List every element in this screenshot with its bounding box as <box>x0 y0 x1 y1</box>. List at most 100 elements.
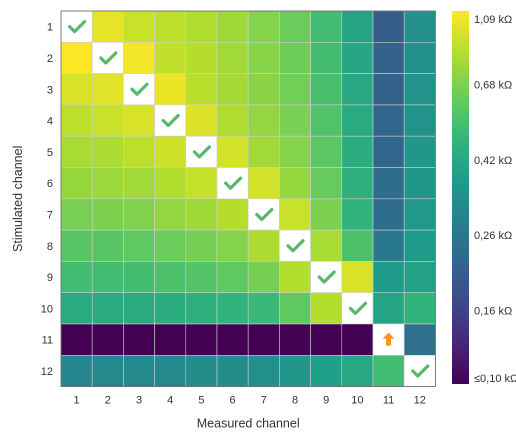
heatmap-cell <box>185 323 218 356</box>
heatmap-cell <box>247 104 280 137</box>
heatmap-cell <box>123 10 155 43</box>
heatmap-cell <box>216 73 249 106</box>
check-icon <box>348 301 367 315</box>
heatmap-cell <box>91 229 124 262</box>
heatmap-cell <box>123 261 155 293</box>
heatmap-cell <box>372 229 405 262</box>
y-tick-label: 10 <box>41 303 53 315</box>
heatmap-cell <box>123 41 155 74</box>
y-tick-label: 11 <box>42 335 53 347</box>
heatmap-cell <box>60 261 93 293</box>
y-tick-label: 1 <box>47 22 53 34</box>
x-axis-ticks: 1 2 3 4 5 6 7 8 9 10 11 12 <box>74 395 426 407</box>
heatmap-cell <box>341 73 374 106</box>
colorbar-ticks: 1,09 kΩ 0,68 kΩ 0,42 kΩ 0,26 kΩ 0,16 kΩ ≤0,10… <box>474 14 516 385</box>
heatmap-cell <box>60 135 93 168</box>
heatmap-cell <box>341 261 374 293</box>
heatmap-cell <box>247 323 280 356</box>
heatmap-cell <box>60 104 93 137</box>
heatmap-cells <box>60 10 436 387</box>
heatmap-cell <box>310 167 343 200</box>
heatmap-cell <box>60 229 93 262</box>
heatmap-cell <box>216 198 249 231</box>
heatmap-cell <box>372 261 405 293</box>
colorbar-tick-label: 0,42 kΩ <box>474 155 512 167</box>
heatmap-cell <box>341 198 374 231</box>
heatmap-cell <box>279 73 311 106</box>
heatmap-cell <box>216 167 249 200</box>
heatmap-cell <box>247 261 280 293</box>
heatmap-cell <box>60 167 93 200</box>
heatmap-cell <box>341 167 374 200</box>
heatmap-cell <box>123 167 155 200</box>
x-tick-label: 8 <box>292 395 298 407</box>
heatmap-cell <box>216 261 249 293</box>
heatmap-cell <box>341 229 374 262</box>
heatmap-cell <box>216 10 249 43</box>
heatmap-cell <box>185 229 218 262</box>
heatmap-cell <box>154 135 187 168</box>
y-tick-label: 9 <box>47 272 53 284</box>
heatmap-cell <box>185 104 218 137</box>
warning-arrow-icon <box>382 332 395 346</box>
heatmap-cell <box>154 73 187 106</box>
heatmap-cell <box>279 10 311 43</box>
heatmap-cell <box>123 323 155 356</box>
heatmap-cell <box>372 41 405 74</box>
heatmap-cell <box>91 292 124 325</box>
heatmap-cell <box>247 10 280 43</box>
heatmap-cell <box>310 10 343 43</box>
y-axis-label: Stimulated channel <box>11 146 25 252</box>
colorbar-tick-label: 0,16 kΩ <box>474 306 512 318</box>
x-tick-label: 5 <box>198 395 204 407</box>
heatmap-cell <box>403 104 436 137</box>
heatmap-cell <box>60 41 93 74</box>
heatmap-cell <box>403 354 436 387</box>
heatmap-cell <box>91 135 124 168</box>
heatmap-cell <box>123 198 155 231</box>
heatmap-cell <box>341 104 374 137</box>
heatmap-cell <box>372 198 405 231</box>
heatmap-cell <box>247 41 280 74</box>
heatmap-cell <box>60 354 93 387</box>
heatmap-cell <box>403 135 436 168</box>
heatmap-cell <box>403 292 436 325</box>
heatmap-cell <box>216 292 249 325</box>
x-tick-label: 1 <box>74 395 80 407</box>
x-tick-label: 4 <box>167 395 173 407</box>
heatmap-cell <box>341 292 374 325</box>
colorbar-tick-label: 0,68 kΩ <box>474 80 512 92</box>
x-tick-label: 9 <box>323 395 329 407</box>
heatmap-cell <box>310 73 343 106</box>
heatmap-cell <box>372 354 405 387</box>
y-tick-label: 7 <box>47 209 53 221</box>
y-tick-label: 8 <box>47 241 53 253</box>
heatmap-cell <box>60 323 93 356</box>
heatmap-cell <box>372 135 405 168</box>
heatmap-cell <box>91 104 124 137</box>
heatmap-cell <box>310 323 343 356</box>
x-tick-label: 3 <box>136 395 142 407</box>
heatmap-cell <box>154 323 187 356</box>
heatmap-cell <box>279 135 311 168</box>
heatmap-cell <box>403 41 436 74</box>
heatmap-cell <box>279 198 311 231</box>
heatmap-cell <box>154 104 187 137</box>
heatmap-cell <box>310 135 343 168</box>
heatmap-cell <box>123 292 155 325</box>
y-tick-label: 5 <box>47 147 53 159</box>
heatmap-cell <box>154 41 187 74</box>
heatmap-cell <box>310 198 343 231</box>
heatmap-cell <box>60 10 93 43</box>
heatmap-cell <box>341 41 374 74</box>
y-tick-label: 2 <box>47 53 53 65</box>
heatmap-cell <box>341 10 374 43</box>
check-icon <box>317 270 336 284</box>
heatmap-cell <box>185 73 218 106</box>
heatmap-cell <box>279 261 311 293</box>
heatmap-cell <box>372 292 405 325</box>
check-icon <box>68 20 87 34</box>
heatmap-cell <box>185 167 218 200</box>
heatmap-cell <box>154 198 187 231</box>
